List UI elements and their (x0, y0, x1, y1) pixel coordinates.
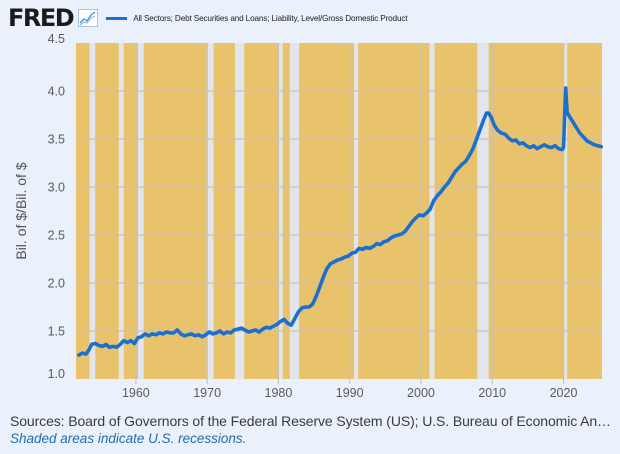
y-tick-label: 4.0 (48, 85, 65, 99)
series-line[interactable] (77, 86, 604, 357)
chart-header: FRED All Sectors; Debt Securities and Lo… (8, 4, 408, 32)
fred-logo[interactable]: FRED (8, 4, 75, 32)
line-chart-icon (78, 9, 99, 27)
recession-band (278, 43, 283, 379)
y-tick-label: 3.5 (48, 133, 65, 147)
legend-label[interactable]: All Sectors; Debt Securities and Loans; … (133, 13, 408, 23)
chart-footer: Sources: Board of Governors of the Feder… (10, 413, 615, 446)
plot-area (76, 43, 602, 379)
x-tick-label: 1980 (265, 386, 293, 400)
y-tick-label: 3.0 (48, 181, 65, 195)
x-tick-label: 1990 (336, 386, 364, 400)
recession-note: Shaded areas indicate U.S. recessions. (10, 431, 247, 446)
y-tick-label: 1.0 (48, 367, 65, 381)
x-tick-label: 2000 (407, 386, 435, 400)
recession-band (353, 43, 359, 379)
y-tick-label: 2.5 (48, 229, 65, 243)
recession-band (234, 43, 245, 379)
recession-band (206, 43, 214, 379)
legend-swatch (106, 16, 128, 20)
recession-band (477, 43, 489, 379)
recession-band (89, 43, 96, 379)
sources-text: Sources: Board of Governors of the Feder… (10, 413, 611, 429)
recession-band (118, 43, 124, 379)
y-tick-label: 2.0 (48, 277, 65, 291)
x-tick-label: 1970 (193, 386, 221, 400)
x-tick-label: 2010 (478, 386, 506, 400)
y-axis-title: Bil. of $/Bil. of $ (13, 162, 29, 259)
recession-band (138, 43, 144, 379)
y-tick-label: 4.5 (48, 32, 65, 46)
x-tick-label: 1960 (122, 386, 150, 400)
x-axis: 1960 1970 1980 1990 2000 2010 2020 (122, 379, 577, 400)
y-axis: 1.0 1.5 2.0 2.5 3.0 3.5 4.0 4.5 (48, 32, 65, 381)
recession-band (429, 43, 435, 379)
recession-band (289, 43, 300, 379)
recession-bands (89, 43, 568, 379)
x-tick-label: 2020 (550, 386, 578, 400)
recession-band (564, 43, 568, 379)
y-tick-label: 1.5 (48, 325, 65, 339)
